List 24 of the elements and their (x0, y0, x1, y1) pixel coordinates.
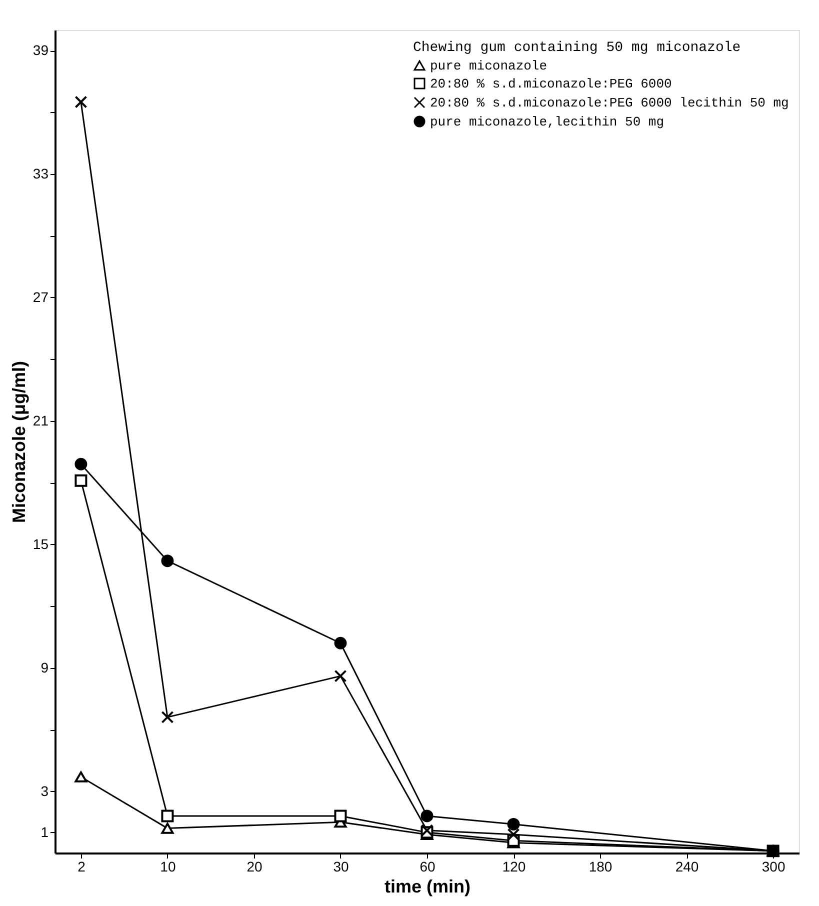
x-tick-label: 240 (675, 858, 699, 874)
x-tick-label: 60 (420, 858, 436, 874)
x-tick-label: 2 (78, 858, 86, 874)
x-tick-label: 30 (333, 858, 349, 874)
x-tick-label: 180 (588, 858, 612, 874)
y-tick-label: 39 (32, 42, 49, 58)
y-tick-label: 33 (32, 166, 49, 182)
y-tick-label: 21 (32, 412, 49, 428)
x-tick-label: 120 (502, 858, 526, 874)
legend-title: Chewing gum containing 50 mg miconazole (413, 40, 741, 56)
y-tick-label: 1 (40, 824, 49, 840)
x-tick-label: 10 (160, 858, 176, 874)
y-tick-label: 27 (32, 288, 49, 305)
y-tick-label: 15 (32, 536, 49, 552)
x-tick-label: 300 (762, 858, 786, 874)
y-tick-label: 3 (40, 782, 49, 799)
legend-label: pure miconazole,lecithin 50 mg (430, 114, 664, 130)
x-axis-title: time (min) (384, 876, 471, 896)
x-tick-label: 20 (246, 858, 262, 874)
legend-label: 20:80 % s.d.miconazole:PEG 6000 lecithin 50 mg (430, 96, 789, 110)
y-tick-label: 9 (40, 659, 49, 676)
legend-label: pure miconazole (430, 58, 548, 74)
y-axis-title: Miconazole (μg/ml) (8, 360, 29, 524)
legend-label: 20:80 % s.d.miconazole:PEG 6000 (430, 76, 672, 92)
